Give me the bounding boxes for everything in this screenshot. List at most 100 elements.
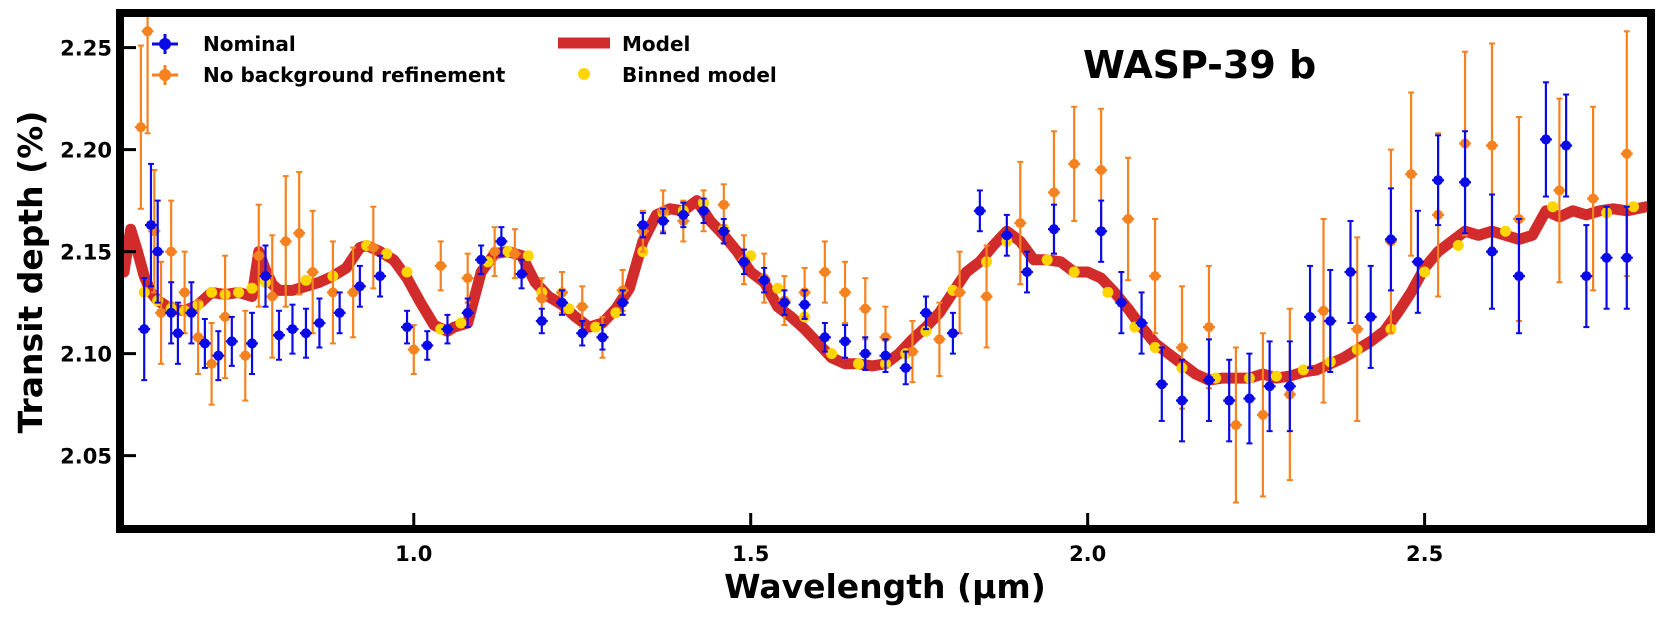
nobg-marker bbox=[156, 307, 167, 318]
binned-model-point bbox=[401, 266, 413, 278]
y-tick-label: 2.15 bbox=[60, 241, 112, 265]
nominal-point bbox=[1095, 199, 1108, 263]
nominal-marker bbox=[617, 297, 628, 308]
nominal-point bbox=[313, 297, 326, 349]
binned-model-point bbox=[563, 303, 575, 315]
nominal-point bbox=[1486, 193, 1499, 310]
nominal-marker bbox=[1116, 297, 1127, 308]
nominal-marker bbox=[186, 307, 197, 318]
plot-content bbox=[124, 17, 1647, 504]
legend-label-nominal: Nominal bbox=[203, 32, 296, 56]
nobg-point bbox=[155, 260, 168, 365]
nominal-marker bbox=[1621, 252, 1632, 263]
nominal-marker bbox=[226, 336, 237, 347]
binned-model-point bbox=[1041, 254, 1053, 266]
nominal-marker bbox=[1365, 311, 1376, 322]
nominal-marker bbox=[738, 256, 749, 267]
nobg-marker bbox=[267, 291, 278, 302]
nominal-marker bbox=[1601, 252, 1612, 263]
legend-nobg-marker bbox=[159, 69, 171, 81]
nobg-marker bbox=[166, 246, 177, 257]
legend-label-model: Model bbox=[622, 32, 690, 56]
nobg-point bbox=[1351, 236, 1364, 422]
nominal-marker bbox=[637, 220, 648, 231]
nominal-marker bbox=[1561, 140, 1572, 151]
binned-model-point bbox=[1270, 370, 1282, 382]
nominal-marker bbox=[1244, 393, 1255, 404]
nobg-marker bbox=[179, 287, 190, 298]
nobg-marker bbox=[1203, 322, 1214, 333]
nominal-marker bbox=[1540, 134, 1551, 145]
nominal-point bbox=[596, 324, 609, 351]
nobg-point bbox=[266, 234, 279, 359]
y-tick-label: 2.25 bbox=[60, 37, 112, 61]
binned-model-point bbox=[522, 250, 534, 262]
y-tick-label: 2.10 bbox=[60, 343, 112, 367]
nominal-point bbox=[171, 301, 184, 365]
nobg-marker bbox=[368, 242, 379, 253]
nominal-point bbox=[973, 189, 986, 233]
nominal-marker bbox=[840, 336, 851, 347]
legend-entry-model: Model bbox=[558, 32, 690, 56]
binned-model-point bbox=[1547, 201, 1559, 213]
nobg-marker bbox=[135, 122, 146, 133]
nominal-point bbox=[138, 277, 151, 382]
nobg-point bbox=[1122, 156, 1135, 282]
nobg-point bbox=[434, 240, 447, 292]
nobg-marker bbox=[860, 303, 871, 314]
nominal-point bbox=[1600, 205, 1613, 310]
nominal-marker bbox=[597, 332, 608, 343]
binned-model-point bbox=[381, 248, 393, 260]
nominal-point bbox=[1135, 291, 1148, 355]
x-tick-label: 2.5 bbox=[1406, 542, 1443, 566]
nobg-marker bbox=[509, 248, 520, 259]
nominal-marker bbox=[462, 307, 473, 318]
nobg-marker bbox=[577, 301, 588, 312]
nominal-marker bbox=[1264, 381, 1275, 392]
nobg-marker bbox=[1257, 409, 1268, 420]
nominal-point bbox=[165, 281, 178, 345]
binned-model-point bbox=[300, 274, 312, 286]
nobg-marker bbox=[193, 332, 204, 343]
nobg-marker bbox=[348, 287, 359, 298]
nobg-point bbox=[326, 240, 339, 345]
nominal-marker bbox=[152, 246, 163, 257]
nominal-marker bbox=[1305, 311, 1316, 322]
nobg-marker bbox=[294, 228, 305, 239]
nominal-point bbox=[1560, 93, 1573, 198]
nominal-marker bbox=[658, 216, 669, 227]
nobg-point bbox=[239, 309, 252, 402]
nominal-point bbox=[441, 313, 454, 345]
nominal-marker bbox=[139, 324, 150, 335]
nobg-marker bbox=[1406, 169, 1417, 180]
nominal-marker bbox=[920, 307, 931, 318]
nobg-point bbox=[1014, 160, 1027, 286]
nobg-marker bbox=[1487, 140, 1498, 151]
nominal-point bbox=[333, 291, 346, 335]
nominal-point bbox=[657, 207, 670, 235]
nominal-marker bbox=[273, 330, 284, 341]
nominal-point bbox=[839, 324, 852, 359]
nobg-marker bbox=[307, 267, 318, 278]
nominal-point bbox=[1411, 209, 1424, 314]
nominal-point bbox=[374, 254, 387, 298]
nobg-point bbox=[252, 203, 265, 308]
nominal-marker bbox=[799, 299, 810, 310]
nominal-marker bbox=[354, 281, 365, 292]
nominal-point bbox=[1000, 213, 1013, 257]
nominal-point bbox=[198, 317, 211, 369]
nominal-point bbox=[1459, 130, 1472, 235]
binned-model-point bbox=[1068, 266, 1080, 278]
nobg-point bbox=[933, 301, 946, 378]
nominal-point bbox=[1580, 224, 1593, 329]
binned-model-point bbox=[206, 286, 218, 298]
nominal-point bbox=[1304, 264, 1317, 369]
nobg-marker bbox=[907, 346, 918, 357]
nobg-marker bbox=[408, 344, 419, 355]
nobg-marker bbox=[240, 350, 251, 361]
nobg-marker bbox=[253, 250, 264, 261]
nobg-marker bbox=[327, 287, 338, 298]
binned-model-point bbox=[1500, 225, 1511, 237]
nominal-point bbox=[556, 289, 569, 316]
nominal-point bbox=[758, 266, 771, 294]
